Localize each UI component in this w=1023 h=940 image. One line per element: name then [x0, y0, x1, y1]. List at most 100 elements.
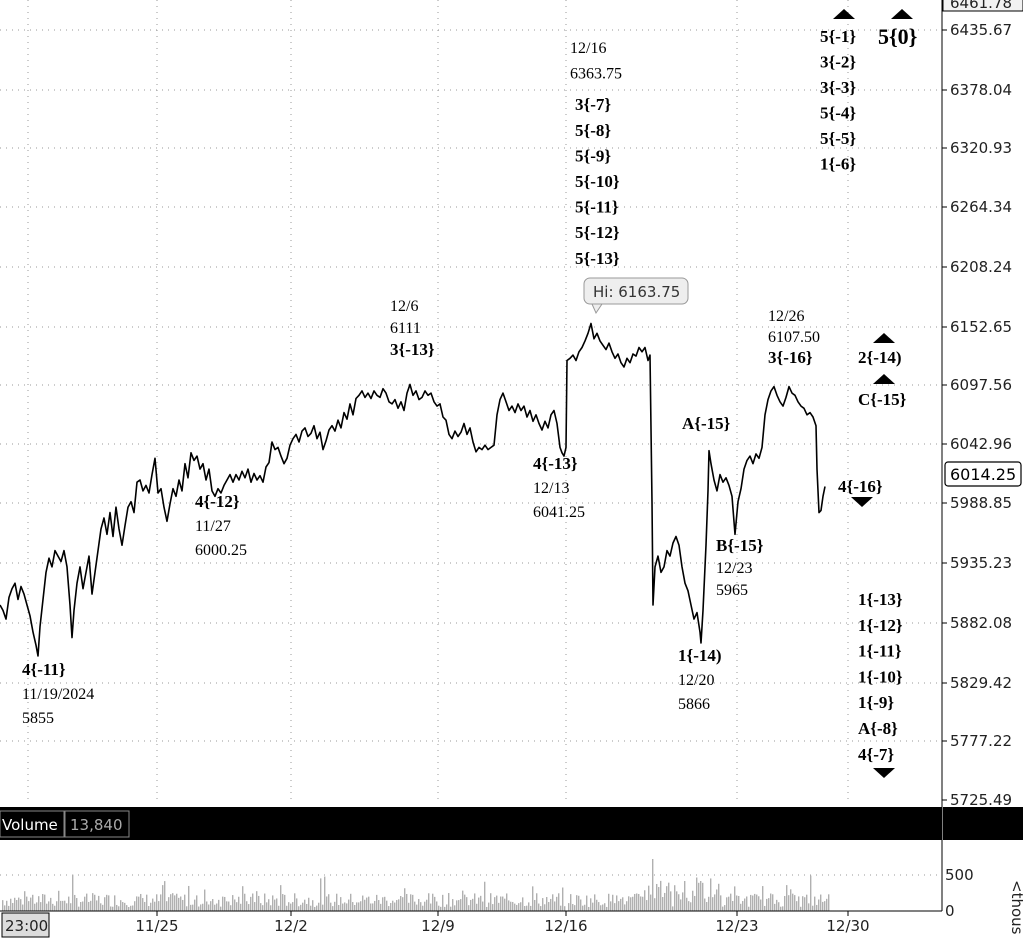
volume-bar — [740, 903, 742, 911]
y-tick-label: 6097.56 — [950, 376, 1012, 394]
volume-bar — [552, 894, 554, 911]
volume-bar — [484, 881, 486, 911]
volume-bar — [652, 859, 654, 911]
volume-bar — [68, 896, 70, 911]
volume-bar — [744, 898, 746, 911]
volume-bar — [516, 904, 518, 911]
volume-bar — [168, 897, 170, 911]
volume-bar — [122, 902, 124, 911]
volume-bar — [622, 897, 624, 911]
wave-label: A{-8} — [858, 719, 898, 738]
down-arrow-icon — [873, 768, 895, 778]
volume-bar — [564, 906, 566, 911]
volume-bar — [690, 902, 692, 911]
volume-bar — [736, 895, 738, 911]
volume-bar — [650, 894, 652, 911]
volume-bar — [130, 905, 132, 911]
volume-bar — [52, 903, 54, 911]
annotation-aR0: 5{0} — [878, 24, 917, 49]
wave-detail: 12/16 — [570, 40, 606, 57]
x-tick-label: 12/2 — [274, 917, 308, 935]
date-axis[interactable]: 23:00 11/25 12/2 12/9 12/16 12/23 12/30 — [0, 910, 942, 938]
volume-bar — [666, 886, 668, 911]
volume-bar — [344, 902, 346, 911]
volume-bar — [724, 905, 726, 911]
volume-bar — [756, 894, 758, 911]
volume-bar — [118, 906, 120, 911]
volume-bar — [670, 891, 672, 911]
volume-bar — [600, 905, 602, 911]
volume-bar — [338, 904, 340, 911]
volume-bar — [778, 902, 780, 911]
wave-label: 3{-2} — [820, 53, 856, 72]
volume-bar — [2, 900, 4, 911]
volume-bar — [84, 896, 86, 911]
volume-bar — [36, 902, 38, 911]
volume-bar — [502, 896, 504, 911]
volume-bar — [110, 906, 112, 911]
volume-bar — [258, 895, 260, 911]
volume-bar — [772, 894, 774, 911]
volume-bar — [62, 900, 64, 911]
volume-bar — [820, 894, 822, 911]
volume-bar — [560, 905, 562, 911]
volume-bar — [786, 885, 788, 911]
volume-bar — [752, 895, 754, 911]
volume-bar — [288, 902, 290, 911]
volume-bar — [808, 903, 810, 911]
annotation-aB15: B{-15} 12/23 5965 — [716, 536, 764, 599]
volume-bar — [262, 905, 264, 911]
volume-bar — [636, 893, 638, 911]
volume-bar — [558, 893, 560, 911]
volume-bar — [784, 896, 786, 911]
volume-bar — [522, 897, 524, 911]
volume-bar — [504, 898, 506, 911]
wave-label: 1{-12} — [858, 616, 903, 635]
volume-bar — [450, 906, 452, 911]
volume-bar — [488, 902, 490, 911]
volume-bar — [70, 903, 72, 911]
volume-bar — [332, 906, 334, 911]
volume-bar — [154, 901, 156, 911]
annotation-a14low: 1{-14) 12/20 5866 — [678, 646, 722, 713]
volume-bar — [476, 903, 478, 911]
hi-label: Hi: 6163.75 — [593, 283, 680, 301]
volume-bar — [530, 905, 532, 911]
volume-bar — [132, 905, 134, 911]
volume-bar — [328, 894, 330, 911]
volume-bar — [428, 893, 430, 911]
y-tick-label: 6435.67 — [950, 21, 1012, 39]
volume-bar — [578, 895, 580, 911]
volume-bar — [532, 886, 534, 911]
volume-bar — [654, 898, 656, 911]
volume-bar — [432, 893, 434, 911]
volume-bar — [482, 901, 484, 911]
volume-bar — [426, 899, 428, 911]
volume-bar — [106, 894, 108, 911]
volume-bar — [240, 903, 242, 911]
volume-bar — [302, 902, 304, 911]
volume-bar — [526, 905, 528, 911]
volume-bar — [146, 894, 148, 911]
volume-bar — [268, 899, 270, 911]
volume-bar — [108, 895, 110, 911]
volume-bar — [628, 896, 630, 911]
volume-bar — [486, 906, 488, 911]
volume-bar — [742, 901, 744, 911]
volume-bar — [792, 893, 794, 911]
up-arrow-icon — [833, 9, 855, 19]
y-tick-label: 5935.23 — [950, 554, 1012, 572]
volume-bar — [134, 901, 136, 911]
volume-bar — [608, 893, 610, 911]
volume-bar — [294, 893, 296, 911]
wave-label: 5{-13} — [575, 249, 620, 268]
volume-bar — [216, 903, 218, 911]
price-axis[interactable]: 6461.78 6435.67 6378.04 6320.93 6264.34 6208.… — [941, 0, 1023, 911]
volume-bar — [800, 906, 802, 911]
volume-tick-label: 0 — [945, 902, 955, 920]
volume-bar — [688, 901, 690, 911]
volume-bar — [694, 895, 696, 911]
volume-bar — [152, 898, 154, 911]
volume-bar — [614, 903, 616, 911]
wave-label: 1{-9} — [858, 693, 894, 712]
